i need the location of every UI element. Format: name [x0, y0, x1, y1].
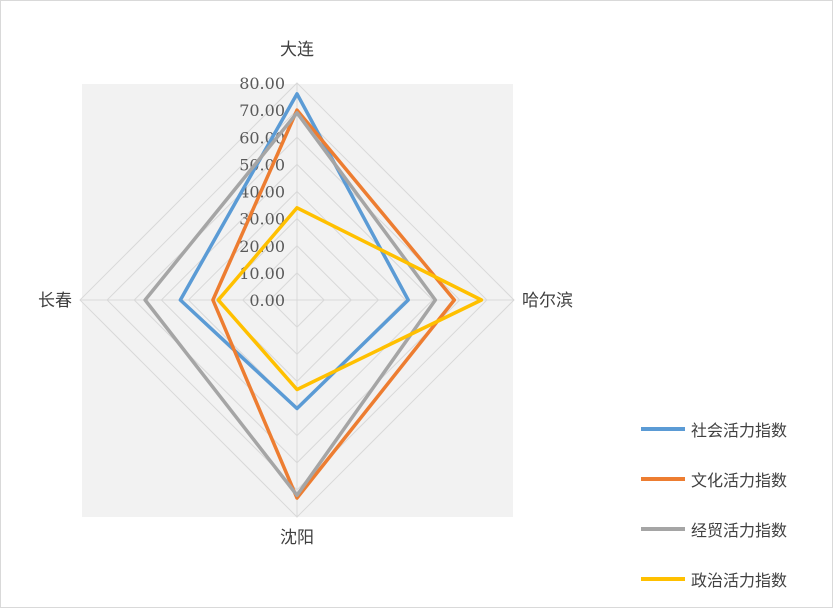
series-line-0: [178, 92, 410, 411]
category-label: 大连: [280, 40, 314, 60]
legend-label: 政治活力指数: [691, 571, 788, 590]
tick-label: 80.00: [239, 74, 285, 93]
legend-item-1[interactable]: 文化活力指数: [641, 454, 831, 504]
category-label: 哈尔滨: [522, 291, 573, 311]
category-label: 沈阳: [280, 528, 314, 548]
legend-label: 经贸活力指数: [691, 521, 788, 540]
series-line-3: [216, 206, 484, 392]
tick-label: 70.00: [239, 101, 285, 120]
category-label: 长春: [38, 291, 72, 311]
legend-swatch: [641, 427, 685, 431]
series-layer: [143, 92, 484, 500]
legend-label: 文化活力指数: [691, 471, 788, 490]
series-line-1: [211, 108, 457, 500]
legend-item-0[interactable]: 社会活力指数: [641, 404, 831, 454]
legend: 社会活力指数 文化活力指数 经贸活力指数 政治活力指数: [641, 404, 831, 604]
legend-item-2[interactable]: 经贸活力指数: [641, 504, 831, 554]
legend-item-3[interactable]: 政治活力指数: [641, 554, 831, 604]
legend-swatch: [641, 527, 685, 531]
tick-label: 0.00: [249, 291, 285, 310]
tick-label: 10.00: [239, 264, 285, 283]
legend-swatch: [641, 477, 685, 481]
series-line-2: [143, 111, 438, 498]
legend-swatch: [641, 577, 685, 581]
legend-label: 社会活力指数: [691, 421, 788, 440]
